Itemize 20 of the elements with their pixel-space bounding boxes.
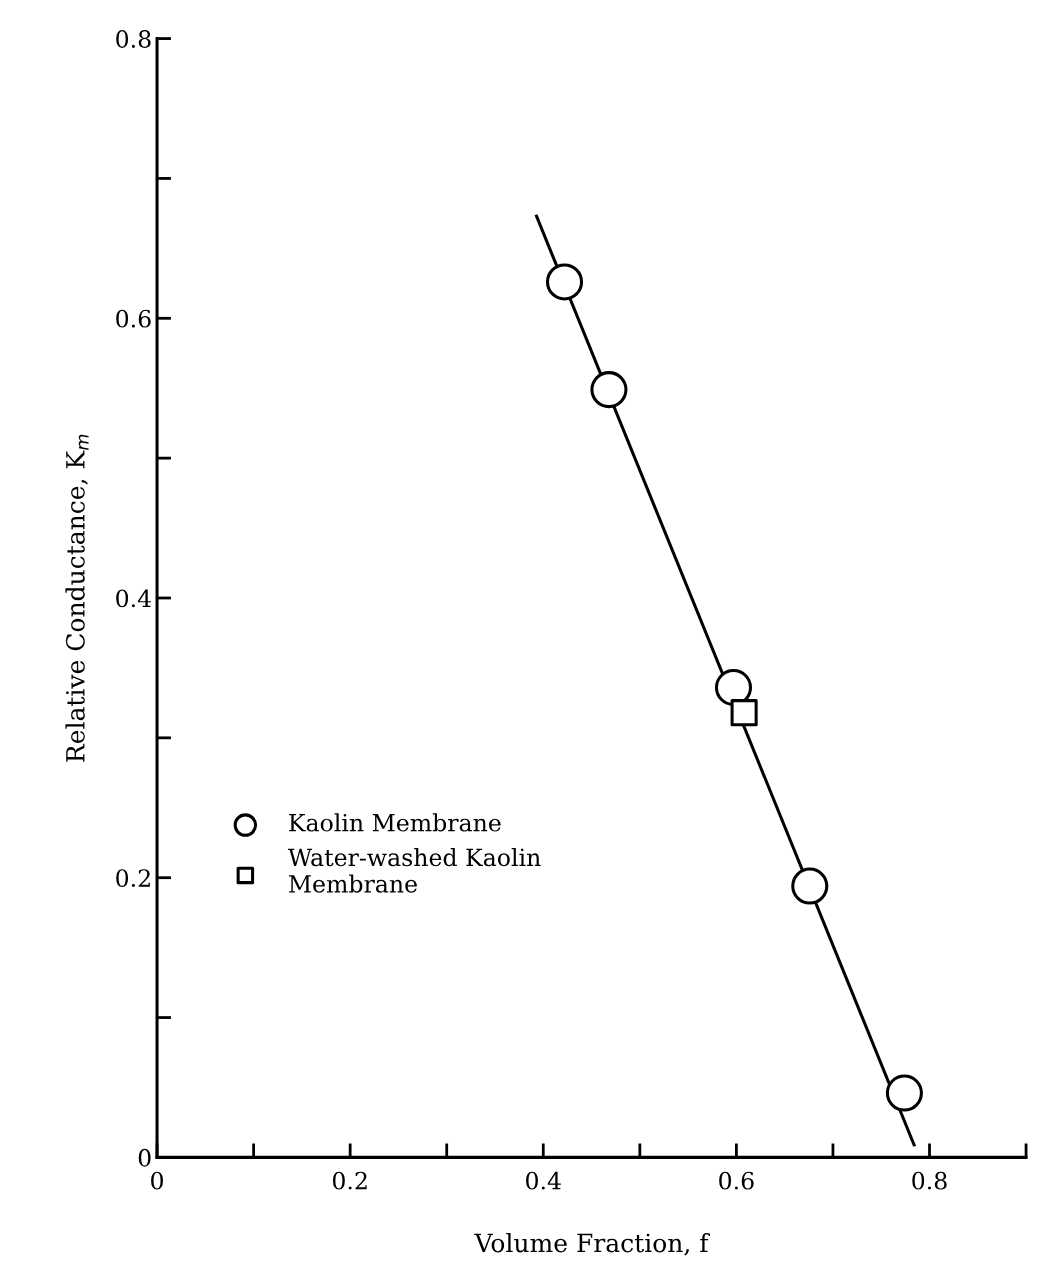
y-tick-label: 0.4 — [116, 589, 151, 608]
y-tick-label: 0 — [138, 1148, 151, 1167]
x-tick-label: 0.2 — [332, 1171, 367, 1190]
x-tick-label: 0.4 — [526, 1171, 561, 1190]
y-tick-label: 0.2 — [116, 869, 150, 887]
x-tick-label: 0.8 — [912, 1171, 947, 1190]
y-axis-title: Relative Conductance, K$_{m}$ — [65, 434, 89, 762]
legend-label: Kaolin Membrane — [289, 813, 501, 832]
x-tick-label: 0.6 — [719, 1171, 754, 1190]
legend-label: Water-washed Kaolin Membrane — [287, 848, 541, 893]
point — [714, 668, 753, 707]
x-axis-title: Volume Fraction, f — [474, 1233, 711, 1256]
y-tick-label: 0.6 — [116, 309, 151, 328]
point — [791, 867, 829, 905]
point — [545, 263, 584, 301]
x-tick-label: 0 — [151, 1171, 163, 1190]
point — [885, 1074, 923, 1112]
point — [730, 699, 758, 727]
y-tick-label: 0.8 — [116, 30, 151, 48]
point — [590, 371, 628, 409]
